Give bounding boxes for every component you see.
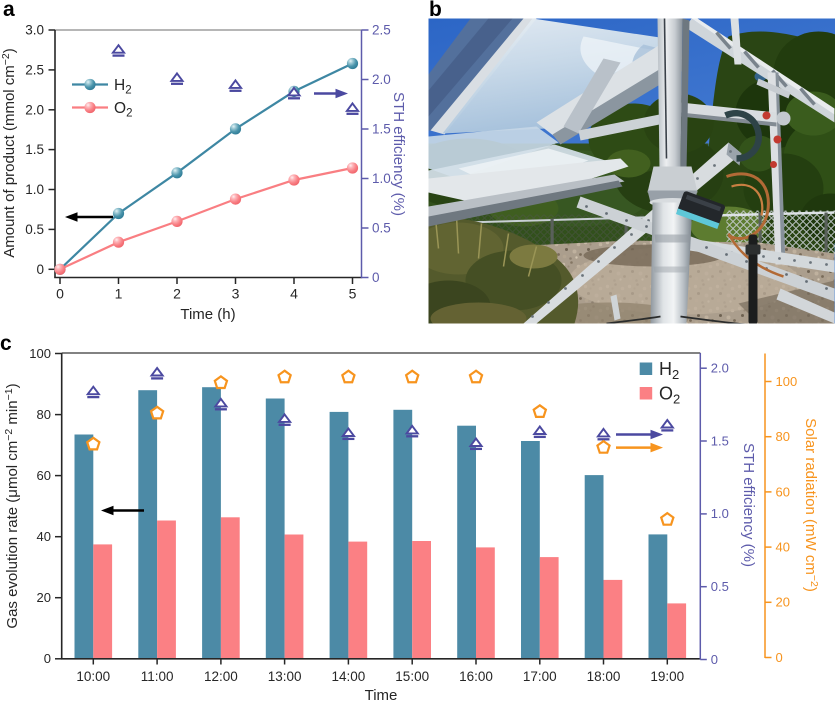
svg-text:80: 80 <box>776 429 790 444</box>
svg-text:16:00: 16:00 <box>459 669 493 684</box>
svg-text:20: 20 <box>37 590 51 605</box>
svg-text:100: 100 <box>29 346 51 361</box>
svg-text:60: 60 <box>37 468 51 483</box>
svg-text:10:00: 10:00 <box>76 669 110 684</box>
svg-text:0.5: 0.5 <box>372 221 391 236</box>
svg-text:4: 4 <box>290 286 298 302</box>
svg-text:2.0: 2.0 <box>25 102 44 117</box>
svg-text:100: 100 <box>776 374 798 389</box>
svg-text:3.0: 3.0 <box>25 23 44 38</box>
svg-text:15:00: 15:00 <box>395 669 429 684</box>
svg-text:2.5: 2.5 <box>25 63 44 78</box>
svg-text:a: a <box>3 0 15 21</box>
svg-text:0: 0 <box>56 286 64 302</box>
svg-text:40: 40 <box>776 540 790 555</box>
svg-text:Gas evolution rate (μmol cm−2: Gas evolution rate (μmol cm−2 min−1) <box>3 383 21 628</box>
svg-text:2.0: 2.0 <box>372 72 391 87</box>
svg-text:Amount of product (mmol cm−2): Amount of product (mmol cm−2) <box>0 48 18 258</box>
svg-text:0: 0 <box>776 650 783 665</box>
svg-text:20: 20 <box>776 595 790 610</box>
svg-text:0: 0 <box>372 270 380 285</box>
svg-text:5: 5 <box>349 286 357 302</box>
svg-text:13:00: 13:00 <box>268 669 302 684</box>
svg-text:1.0: 1.0 <box>25 182 44 197</box>
svg-text:O2: O2 <box>659 384 680 407</box>
svg-text:1.5: 1.5 <box>25 142 44 157</box>
svg-text:Time: Time <box>365 687 398 703</box>
svg-text:0.5: 0.5 <box>25 222 44 237</box>
svg-text:0: 0 <box>44 651 51 666</box>
svg-text:18:00: 18:00 <box>587 669 621 684</box>
svg-text:b: b <box>429 0 442 21</box>
svg-text:80: 80 <box>37 407 51 422</box>
svg-text:12:00: 12:00 <box>204 669 238 684</box>
svg-text:1: 1 <box>115 286 123 302</box>
svg-text:40: 40 <box>37 529 51 544</box>
svg-text:H2: H2 <box>659 359 679 382</box>
svg-text:14:00: 14:00 <box>332 669 366 684</box>
svg-text:Time (h): Time (h) <box>180 306 235 323</box>
svg-text:2.0: 2.0 <box>711 361 729 376</box>
svg-text:17:00: 17:00 <box>523 669 557 684</box>
svg-text:19:00: 19:00 <box>650 669 684 684</box>
svg-text:1.5: 1.5 <box>711 433 729 448</box>
svg-text:c: c <box>0 332 12 355</box>
svg-text:H2: H2 <box>114 77 132 97</box>
svg-text:1.0: 1.0 <box>372 171 391 186</box>
svg-text:0: 0 <box>711 652 718 667</box>
svg-text:3: 3 <box>232 286 240 302</box>
svg-text:STH efficiency (%): STH efficiency (%) <box>740 443 757 567</box>
svg-text:STH efficiency (%): STH efficiency (%) <box>390 92 407 216</box>
svg-text:11:00: 11:00 <box>141 669 174 684</box>
svg-text:1.0: 1.0 <box>711 506 729 521</box>
svg-text:O2: O2 <box>114 100 132 120</box>
svg-text:2: 2 <box>173 286 181 302</box>
svg-text:0: 0 <box>36 262 44 277</box>
svg-text:1.5: 1.5 <box>372 122 391 137</box>
svg-text:0.5: 0.5 <box>711 579 729 594</box>
svg-text:60: 60 <box>776 484 790 499</box>
svg-text:2.5: 2.5 <box>372 23 391 38</box>
svg-text:Solar radiation (mW cm−2): Solar radiation (mW cm−2) <box>802 418 820 592</box>
